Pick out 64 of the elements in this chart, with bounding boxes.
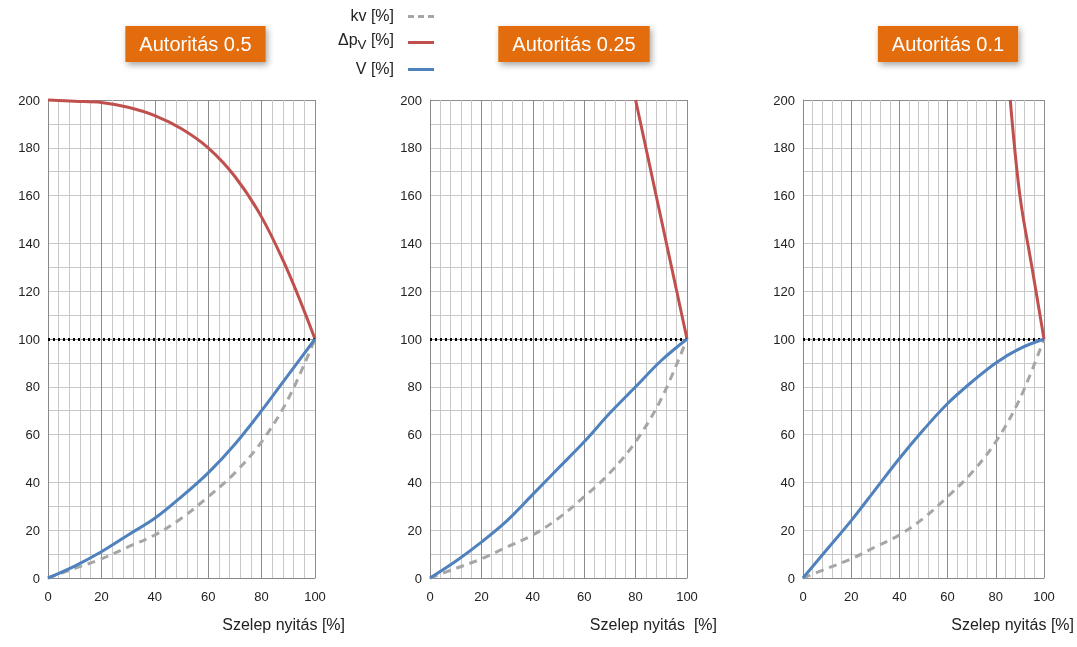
x-axis-title: Szelep nyitás [%] <box>222 615 345 633</box>
y-tick-label: 0 <box>787 570 795 586</box>
x-tick-label: 60 <box>940 589 955 604</box>
x-tick-label: 80 <box>628 589 643 604</box>
y-tick-label: 20 <box>780 522 795 538</box>
chart-title: Autoritás 0.25 <box>512 33 636 55</box>
x-axis-title: Szelep nyitás [%] <box>589 615 717 633</box>
y-tick-label: 80 <box>780 379 795 395</box>
y-tick-label: 180 <box>773 140 795 156</box>
y-tick-label: 20 <box>407 522 422 538</box>
x-tick-label: 0 <box>426 589 434 604</box>
y-tick-label: 60 <box>407 427 422 443</box>
x-tick-label: 0 <box>44 589 52 604</box>
x-tick-label: 20 <box>94 589 109 604</box>
y-tick-label: 120 <box>18 283 40 299</box>
y-tick-label: 60 <box>25 427 40 443</box>
x-tick-label: 0 <box>799 589 807 604</box>
x-tick-label: 100 <box>676 589 698 604</box>
chart-title: Autoritás 0.5 <box>139 33 252 55</box>
chart-title: Autoritás 0.1 <box>891 33 1005 55</box>
y-tick-label: 200 <box>400 92 422 108</box>
y-tick-label: 40 <box>780 474 795 490</box>
y-tick-label: 120 <box>400 283 422 299</box>
y-tick-label: 20 <box>25 522 40 538</box>
x-tick-label: 60 <box>576 589 592 604</box>
x-tick-label: 40 <box>147 589 163 604</box>
x-tick-label: 100 <box>304 589 326 604</box>
x-axis-title: Szelep nyitás [%] <box>951 615 1074 633</box>
y-tick-label: 200 <box>18 92 40 108</box>
y-tick-label: 200 <box>773 92 795 108</box>
y-tick-label: 140 <box>400 235 422 251</box>
x-tick-label: 80 <box>988 589 1004 604</box>
y-tick-label: 140 <box>773 235 795 251</box>
y-tick-label: 40 <box>25 474 40 490</box>
x-tick-label: 40 <box>525 589 541 604</box>
y-tick-label: 160 <box>773 188 795 204</box>
x-tick-label: 20 <box>474 589 489 604</box>
x-tick-label: 100 <box>1033 589 1055 604</box>
x-tick-label: 20 <box>843 589 859 604</box>
y-tick-label: 180 <box>18 140 40 156</box>
y-tick-label: 160 <box>18 188 40 204</box>
line-series <box>1008 98 1046 341</box>
x-tick-label: 60 <box>200 589 216 604</box>
y-tick-label: 100 <box>773 331 795 347</box>
y-tick-label: 160 <box>400 188 422 204</box>
y-tick-label: 0 <box>414 570 422 586</box>
y-tick-label: 180 <box>400 140 422 156</box>
legend-label: Δp$_{V}$ [%] <box>337 30 394 55</box>
x-tick-label: 40 <box>892 589 907 604</box>
y-tick-label: 0 <box>32 570 40 586</box>
line-series <box>801 337 1046 580</box>
x-tick-label: 80 <box>254 589 269 604</box>
line-series <box>46 337 317 580</box>
y-tick-label: 120 <box>773 283 795 299</box>
y-tick-label: 100 <box>18 331 40 347</box>
y-tick-label: 60 <box>780 427 795 443</box>
line-series <box>428 337 689 580</box>
y-tick-label: 40 <box>407 474 422 490</box>
legend-label: V [%] <box>355 59 394 80</box>
y-tick-label: 80 <box>25 379 40 395</box>
y-tick-label: 140 <box>18 235 40 251</box>
legend-label: kv [%] <box>350 6 394 26</box>
y-tick-label: 100 <box>400 331 422 347</box>
y-tick-label: 80 <box>407 379 422 395</box>
